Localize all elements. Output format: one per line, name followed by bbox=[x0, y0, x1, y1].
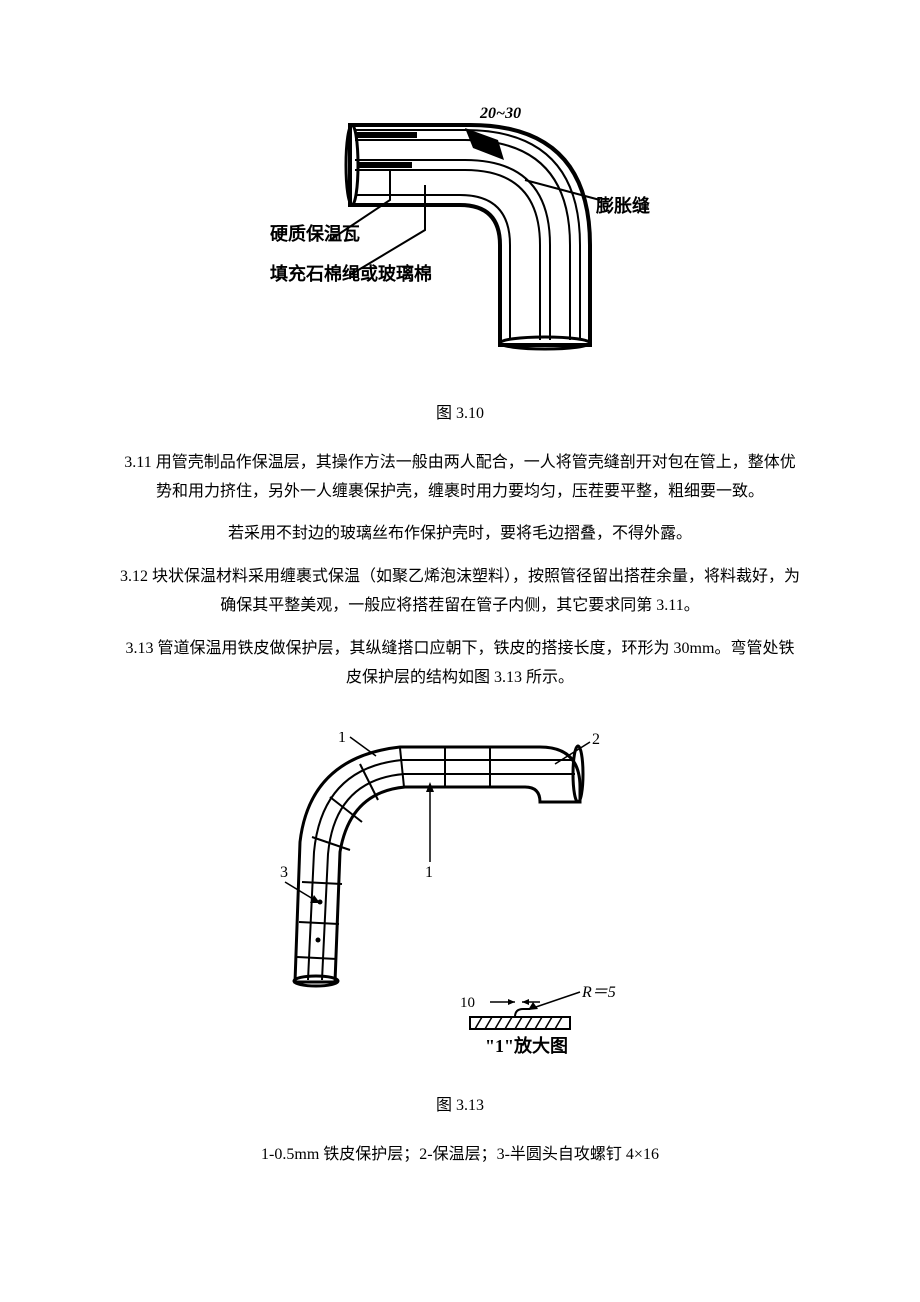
fig1-bottom-label: 填充石棉绳或玻璃棉 bbox=[270, 263, 432, 284]
fig2-label-3: 3 bbox=[280, 864, 288, 881]
fig2-label-2: 2 bbox=[592, 732, 600, 748]
figure-3-13-svg: 1 1 2 3 10 bbox=[280, 732, 640, 1072]
figure-3-10-caption: 图 3.10 bbox=[120, 400, 800, 429]
para-3-12: 3.12 块状保温材料采用缠裹式保温（如聚乙烯泡沫塑料），按照管径留出搭茬余量，… bbox=[120, 563, 800, 621]
figure-3-10: 20~30 膨胀缝 硬质保温瓦 填充石棉绳或玻璃棉 bbox=[120, 100, 800, 380]
figure-3-13-caption: 图 3.13 bbox=[120, 1092, 800, 1121]
para-3-13: 3.13 管道保温用铁皮做保护层，其纵缝搭口应朝下，铁皮的搭接长度，环形为 30… bbox=[120, 635, 800, 693]
figure-3-10-svg: 20~30 膨胀缝 硬质保温瓦 填充石棉绳或玻璃棉 bbox=[270, 100, 650, 380]
fig1-right-label: 膨胀缝 bbox=[595, 195, 650, 216]
figure-3-13: 1 1 2 3 10 bbox=[120, 732, 800, 1072]
figure-3-13-legend: 1-0.5mm 铁皮保护层；2-保温层；3-半圆头自攻螺钉 4×16 bbox=[120, 1141, 800, 1170]
fig2-label-1b: 1 bbox=[425, 864, 433, 881]
para-3-11-b: 若采用不封边的玻璃丝布作保护壳时，要将毛边摺叠，不得外露。 bbox=[120, 520, 800, 549]
fig2-enlarge-label: "1"放大图 bbox=[485, 1035, 568, 1056]
fig2-label-r: R＝5 bbox=[581, 984, 616, 1001]
fig1-top-label: 硬质保温瓦 bbox=[270, 223, 360, 244]
para-3-11-a: 3.11 用管壳制品作保温层，其操作方法一般由两人配合，一人将管壳缝剖开对包在管… bbox=[120, 449, 800, 507]
fig1-dim-text: 20~30 bbox=[479, 105, 521, 122]
fig2-label-10: 10 bbox=[460, 995, 475, 1011]
fig2-label-1: 1 bbox=[338, 732, 346, 746]
